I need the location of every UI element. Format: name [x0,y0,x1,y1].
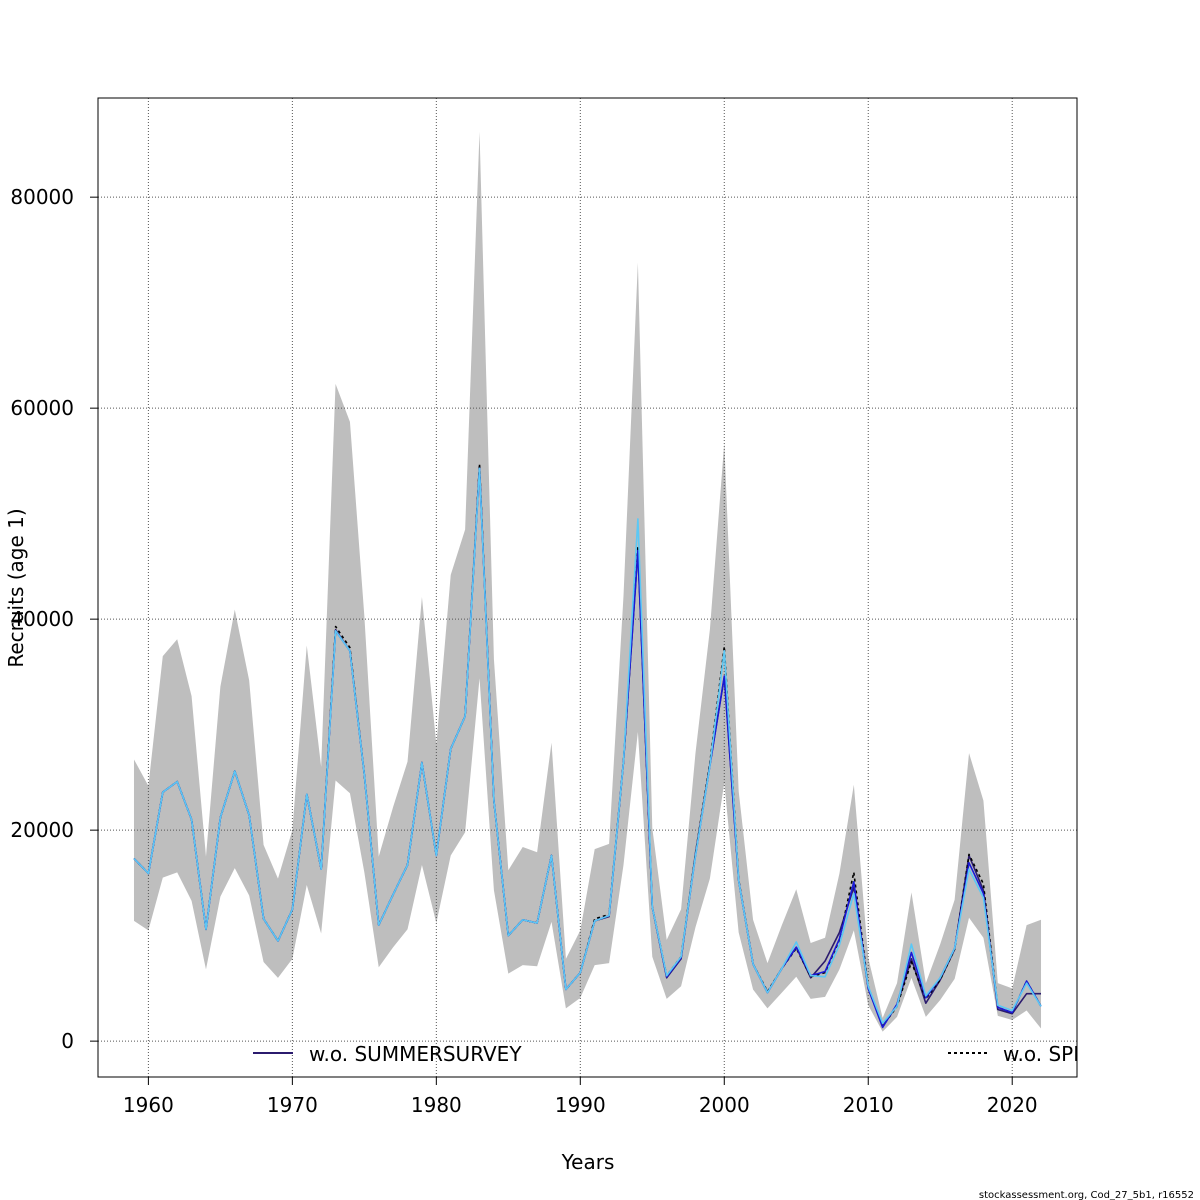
series-line-4 [133,467,1042,1024]
x-axis: 1960 1970 1980 1990 2000 2010 2020 [123,1077,1038,1117]
x-tick-label: 1960 [123,1093,174,1117]
legend: w.o. SUMMERSURVEY w.o. SPRINGSURVEY [253,1042,1200,1066]
x-tick-label: 2000 [699,1093,750,1117]
y-axis-title: Recruits (age 1) [4,508,28,667]
confidence-band [133,131,1042,1032]
x-tick-label: 1980 [411,1093,462,1117]
x-tick-label: 2020 [987,1093,1038,1117]
x-tick-label: 2010 [843,1093,894,1117]
y-tick-label: 80000 [10,185,74,209]
y-tick-label: 0 [61,1029,74,1053]
legend-label: w.o. SPRINGSURVEY [1003,1042,1200,1066]
x-axis-title: Years [561,1150,615,1174]
y-tick-label: 60000 [10,396,74,420]
grid [98,98,1077,1077]
legend-item: w.o. SPRINGSURVEY [948,1042,1200,1066]
footer-credit: stockassessment.org, Cod_27_5b1, r16552 [979,1190,1194,1200]
y-tick-label: 20000 [10,818,74,842]
confidence-band-area [133,131,1042,1032]
plot-frame [97,97,1078,1078]
y-axis: 0 20000 40000 60000 80000 [10,185,98,1053]
legend-label: w.o. SUMMERSURVEY [309,1042,522,1066]
series-lines [133,463,1042,1029]
x-tick-label: 1970 [267,1093,318,1117]
y-tick-label: 40000 [10,607,74,631]
x-tick-label: 1990 [555,1093,606,1117]
legend-item: w.o. SUMMERSURVEY [253,1042,522,1066]
